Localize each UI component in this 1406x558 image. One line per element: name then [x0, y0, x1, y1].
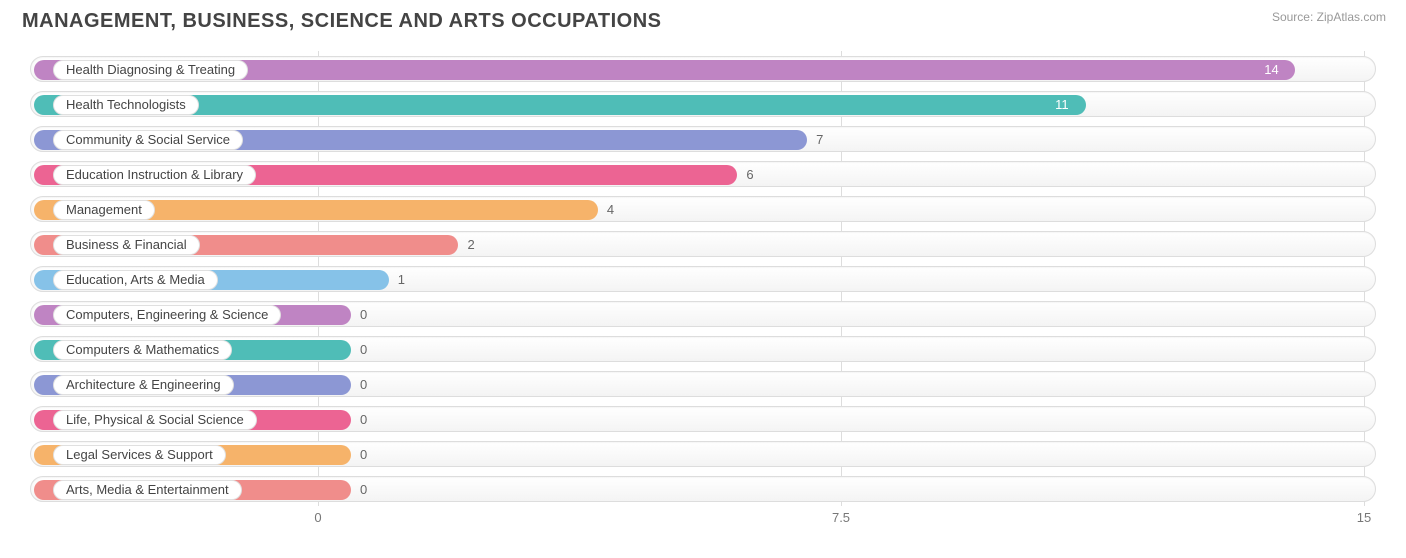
bar-track: Community & Social Service 7: [30, 126, 1376, 152]
category-label: Management: [53, 200, 155, 220]
category-label: Computers & Mathematics: [53, 340, 232, 360]
source-attribution: Source: ZipAtlas.com: [1272, 10, 1386, 24]
category-label: Computers, Engineering & Science: [53, 305, 281, 325]
x-axis-tick: 0: [314, 510, 321, 525]
category-label: Health Diagnosing & Treating: [53, 60, 248, 80]
category-label: Business & Financial: [53, 235, 200, 255]
bar-track: Architecture & Engineering 0: [30, 371, 1376, 397]
value-label: 14: [1264, 62, 1278, 77]
bar-row: Education, Arts & Media 1: [30, 261, 1376, 296]
bar-track: Business & Financial 2: [30, 231, 1376, 257]
category-label: Education, Arts & Media: [53, 270, 218, 290]
bar-row: Arts, Media & Entertainment 0: [30, 471, 1376, 506]
value-label: 7: [816, 132, 823, 147]
bar-row: Business & Financial 2: [30, 226, 1376, 261]
bar-row: Life, Physical & Social Science 0: [30, 401, 1376, 436]
category-label: Community & Social Service: [53, 130, 243, 150]
bar-track: Computers & Mathematics 0: [30, 336, 1376, 362]
category-label: Arts, Media & Entertainment: [53, 480, 242, 500]
x-axis: 0 7.5 15: [30, 506, 1376, 530]
value-label: 2: [467, 237, 474, 252]
category-label: Architecture & Engineering: [53, 375, 234, 395]
bar-row: Management 4: [30, 191, 1376, 226]
x-axis-tick: 7.5: [832, 510, 850, 525]
value-label: 0: [360, 377, 367, 392]
chart-container: MANAGEMENT, BUSINESS, SCIENCE AND ARTS O…: [0, 0, 1406, 558]
bar-row: Architecture & Engineering 0: [30, 366, 1376, 401]
category-label: Health Technologists: [53, 95, 199, 115]
bar-track: Management 4: [30, 196, 1376, 222]
bar-track: Computers, Engineering & Science 0: [30, 301, 1376, 327]
value-label: 0: [360, 342, 367, 357]
bar-track: Arts, Media & Entertainment 0: [30, 476, 1376, 502]
bar-track: Health Technologists 11: [30, 91, 1376, 117]
category-label: Education Instruction & Library: [53, 165, 256, 185]
bar-track: Legal Services & Support 0: [30, 441, 1376, 467]
chart-title: MANAGEMENT, BUSINESS, SCIENCE AND ARTS O…: [22, 10, 1388, 33]
bar-row: Legal Services & Support 0: [30, 436, 1376, 471]
value-label: 6: [746, 167, 753, 182]
value-label: 0: [360, 482, 367, 497]
value-label: 1: [398, 272, 405, 287]
category-label: Life, Physical & Social Science: [53, 410, 257, 430]
category-label: Legal Services & Support: [53, 445, 226, 465]
bar-row: Health Diagnosing & Treating 14: [30, 51, 1376, 86]
plot-area: Health Diagnosing & Treating14Health Tec…: [30, 51, 1376, 506]
bar-track: Life, Physical & Social Science 0: [30, 406, 1376, 432]
value-label: 0: [360, 307, 367, 322]
bar-row: Education Instruction & Library 6: [30, 156, 1376, 191]
bar-track: Education, Arts & Media 1: [30, 266, 1376, 292]
bar-row: Community & Social Service 7: [30, 121, 1376, 156]
bar-row: Computers & Mathematics 0: [30, 331, 1376, 366]
bar-row: Health Technologists 11: [30, 86, 1376, 121]
bar-track: Education Instruction & Library 6: [30, 161, 1376, 187]
value-label: 11: [1055, 97, 1069, 112]
x-axis-tick: 15: [1357, 510, 1371, 525]
bar-row: Computers, Engineering & Science 0: [30, 296, 1376, 331]
value-label: 4: [607, 202, 614, 217]
value-label: 0: [360, 412, 367, 427]
bar-track: Health Diagnosing & Treating 14: [30, 56, 1376, 82]
value-label: 0: [360, 447, 367, 462]
